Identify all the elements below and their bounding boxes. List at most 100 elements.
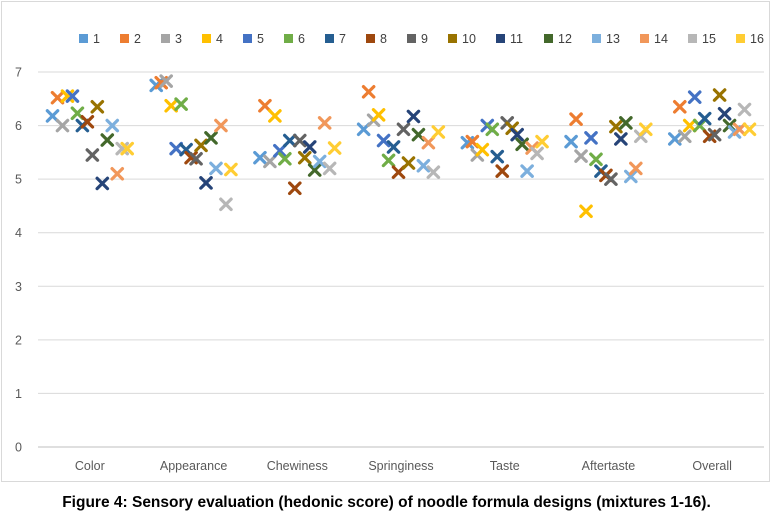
data-point-series-8 bbox=[80, 115, 95, 129]
legend-label: 8 bbox=[380, 32, 387, 46]
legend-item-3: 3 bbox=[161, 32, 182, 46]
gridlines bbox=[38, 71, 764, 448]
data-point-series-1 bbox=[564, 134, 578, 149]
legend-item-7: 7 bbox=[325, 32, 346, 46]
data-point-series-1 bbox=[45, 109, 60, 123]
data-point-series-4 bbox=[268, 109, 282, 123]
data-point-series-1 bbox=[253, 150, 267, 165]
data-point-series-4 bbox=[475, 142, 490, 157]
data-point-series-2 bbox=[258, 98, 272, 113]
legend-swatch bbox=[407, 34, 416, 43]
data-point-series-11 bbox=[302, 140, 317, 154]
x-tick-label-taste: Taste bbox=[490, 459, 520, 473]
data-point-series-6 bbox=[278, 151, 292, 166]
data-point-series-14 bbox=[421, 135, 436, 150]
y-tick-label: 0 bbox=[15, 441, 22, 455]
legend-label: 15 bbox=[702, 32, 716, 46]
data-point-series-6 bbox=[174, 97, 188, 111]
data-point-series-11 bbox=[614, 132, 628, 146]
x-axis-tick-labels: Color Appearance Chewiness Springiness Taste… bbox=[75, 459, 732, 473]
data-point-series-16 bbox=[535, 134, 549, 149]
data-point-series-8 bbox=[495, 164, 510, 178]
legend-label: 14 bbox=[654, 32, 668, 46]
legend-item-16: 16 bbox=[736, 32, 764, 46]
x-tick-label-color: Color bbox=[75, 459, 105, 473]
legend-label: 11 bbox=[510, 32, 523, 46]
legend-item-13: 13 bbox=[592, 32, 620, 46]
data-point-series-3 bbox=[677, 129, 692, 144]
data-point-series-8 bbox=[287, 181, 302, 196]
legend-swatch bbox=[592, 34, 601, 43]
legend-label: 9 bbox=[421, 32, 428, 46]
data-point-series-9 bbox=[292, 133, 307, 148]
data-point-series-9 bbox=[85, 148, 100, 162]
data-point-series-4 bbox=[579, 204, 593, 219]
data-point-series-13 bbox=[520, 164, 534, 178]
y-tick-label: 3 bbox=[15, 280, 22, 294]
data-point-series-14 bbox=[732, 122, 747, 137]
data-point-series-14 bbox=[317, 116, 332, 130]
legend-item-2: 2 bbox=[120, 32, 141, 46]
data-point-series-13 bbox=[624, 169, 638, 184]
data-point-series-7 bbox=[386, 140, 401, 154]
legend-swatch bbox=[688, 34, 697, 43]
data-point-series-16 bbox=[327, 141, 342, 155]
legend-swatch bbox=[496, 34, 505, 43]
data-point-series-14 bbox=[110, 166, 125, 181]
data-point-series-3 bbox=[159, 74, 173, 88]
data-point-series-13 bbox=[312, 154, 327, 169]
legend-swatch bbox=[79, 34, 88, 43]
data-point-series-13 bbox=[105, 118, 120, 133]
data-point-series-12 bbox=[307, 163, 322, 177]
data-point-series-6 bbox=[381, 153, 396, 168]
data-point-series-15 bbox=[219, 197, 233, 212]
data-point-series-14 bbox=[214, 118, 228, 133]
legend: 1 2 3 4 5 6 7 8 9 10 11 12 13 14 15 16 bbox=[79, 32, 764, 46]
legend-item-6: 6 bbox=[284, 32, 305, 46]
data-point-series-4 bbox=[682, 118, 697, 133]
data-point-series-3 bbox=[263, 154, 277, 169]
data-point-series-16 bbox=[742, 122, 757, 137]
data-point-series-15 bbox=[426, 165, 441, 179]
data-point-series-12 bbox=[515, 137, 529, 152]
legend-item-1: 1 bbox=[79, 32, 100, 46]
legend-swatch bbox=[544, 34, 553, 43]
y-tick-label: 1 bbox=[15, 387, 22, 401]
x-tick-label-springiness: Springiness bbox=[368, 459, 433, 473]
legend-label: 16 bbox=[750, 32, 764, 46]
data-point-series-10 bbox=[194, 138, 208, 153]
legend-item-8: 8 bbox=[366, 32, 387, 46]
data-point-series-11 bbox=[510, 127, 524, 142]
data-point-series-5 bbox=[273, 143, 287, 158]
x-tick-label-aftertaste: Aftertaste bbox=[582, 459, 636, 473]
legend-label: 13 bbox=[606, 32, 620, 46]
legend-label: 10 bbox=[462, 32, 476, 46]
data-point-series-10 bbox=[712, 88, 727, 102]
data-point-series-4 bbox=[371, 108, 386, 122]
data-point-series-16 bbox=[120, 141, 134, 156]
data-point-series-12 bbox=[204, 131, 218, 145]
legend-swatch bbox=[366, 34, 375, 43]
data-point-series-5 bbox=[584, 131, 598, 145]
data-point-series-7 bbox=[283, 133, 297, 148]
data-point-series-13 bbox=[209, 161, 223, 176]
legend-label: 1 bbox=[93, 32, 100, 46]
data-point-series-16 bbox=[224, 162, 238, 177]
data-point-series-10 bbox=[90, 100, 105, 114]
data-point-series-2 bbox=[569, 112, 583, 126]
data-point-series-6 bbox=[589, 152, 603, 167]
data-markers bbox=[45, 74, 757, 219]
legend-label: 4 bbox=[216, 32, 223, 46]
data-point-series-16 bbox=[638, 122, 653, 137]
data-point-series-6 bbox=[485, 122, 500, 137]
y-tick-label: 2 bbox=[15, 333, 22, 347]
legend-item-9: 9 bbox=[407, 32, 428, 46]
legend-swatch bbox=[202, 34, 211, 43]
legend-label: 6 bbox=[298, 32, 305, 46]
legend-item-12: 12 bbox=[544, 32, 572, 46]
data-point-series-11 bbox=[95, 176, 110, 191]
data-point-series-9 bbox=[604, 172, 618, 186]
y-tick-label: 6 bbox=[15, 119, 22, 133]
legend-swatch bbox=[243, 34, 252, 43]
